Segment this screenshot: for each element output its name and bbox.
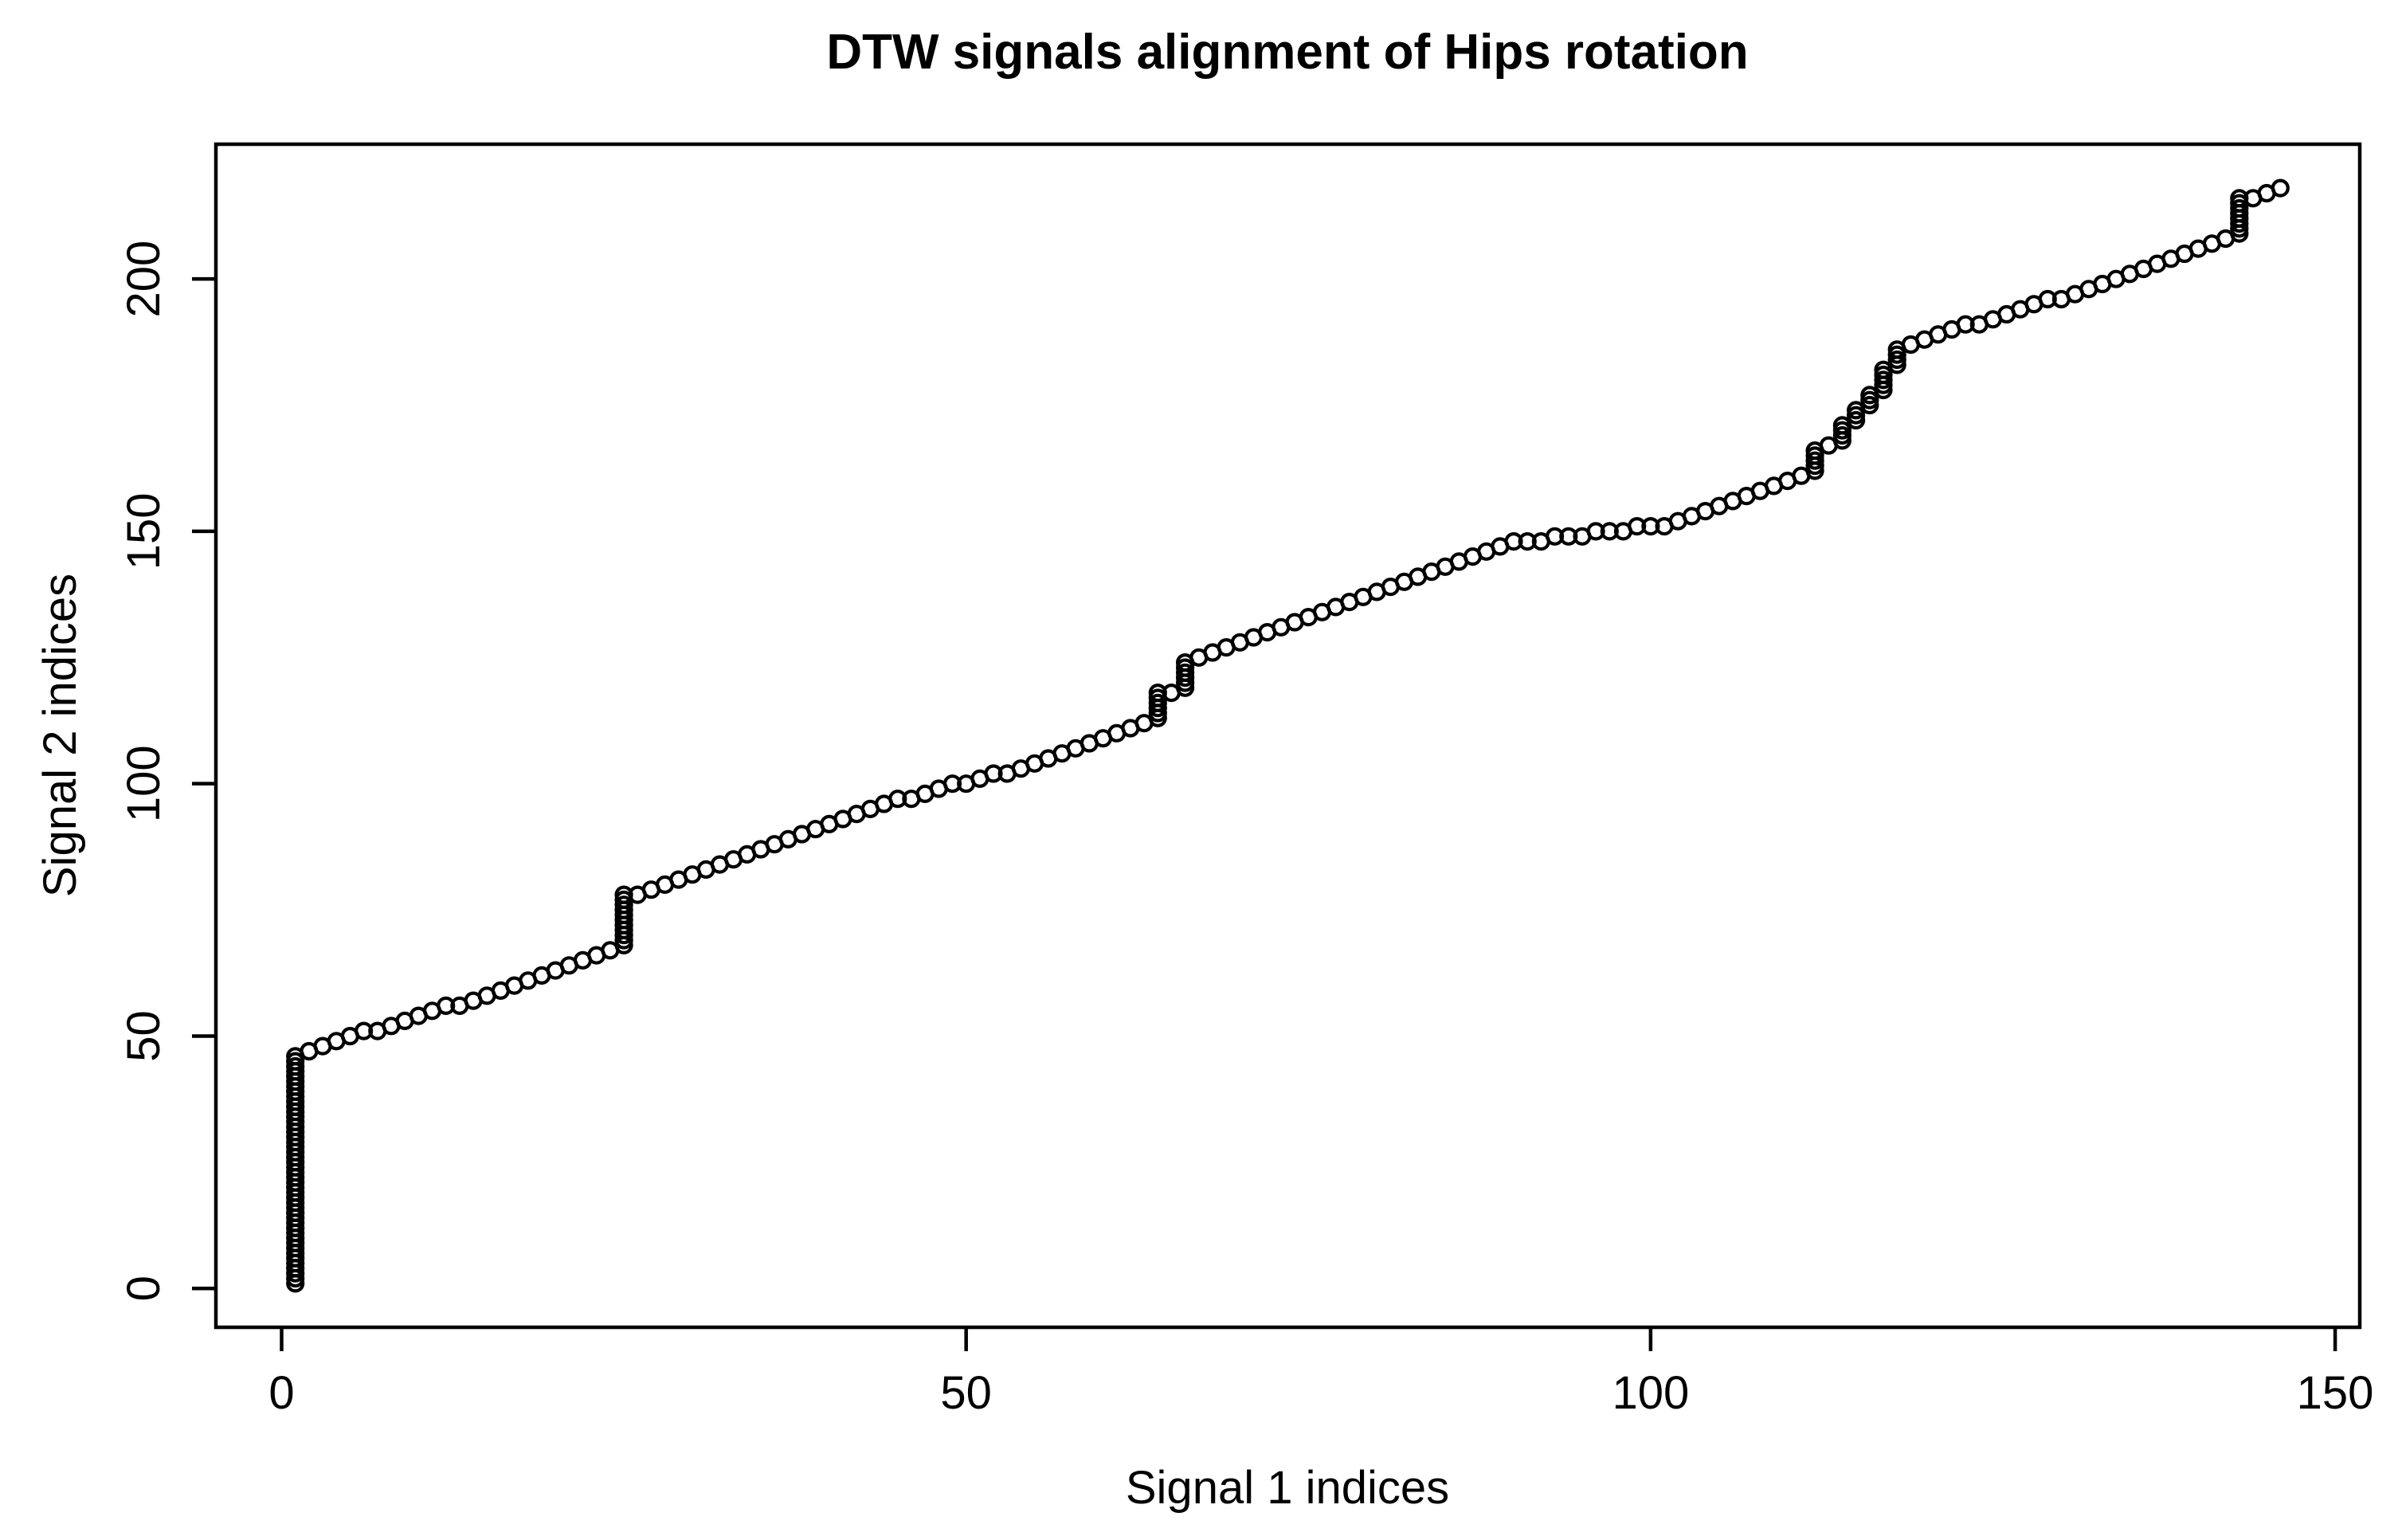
x-tick-label: 150 (2297, 1367, 2374, 1419)
y-tick-label: 100 (118, 745, 170, 822)
y-tick-label: 200 (118, 241, 170, 318)
data-point (2271, 178, 2290, 198)
chart-title: DTW signals alignment of Hips rotation (826, 25, 1748, 80)
y-axis-label: Signal 2 indices (34, 574, 86, 897)
plot-box (214, 142, 2362, 1330)
y-tick-label: 0 (118, 1275, 170, 1301)
y-tick-label: 50 (118, 1010, 170, 1062)
y-axis-ticks: 0 50 100 150 200 (118, 241, 216, 1301)
x-axis-ticks: 0 50 100 150 (268, 1327, 2373, 1419)
x-tick-label: 0 (268, 1367, 294, 1419)
data-points (286, 178, 2290, 1293)
x-axis-label: Signal 1 indices (1126, 1462, 1449, 1514)
x-tick-label: 50 (940, 1367, 992, 1419)
y-tick-label: 150 (118, 493, 170, 570)
x-tick-label: 100 (1612, 1367, 1689, 1419)
